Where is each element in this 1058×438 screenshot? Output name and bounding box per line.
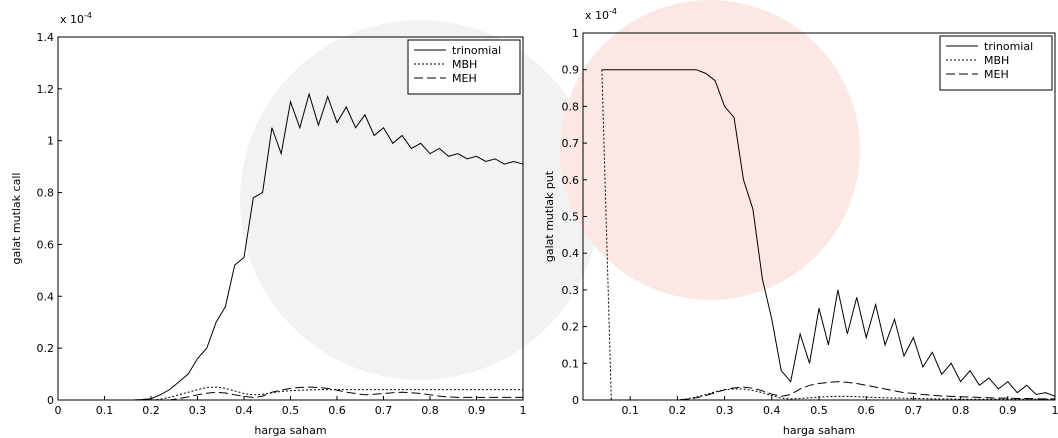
x-tick-label: 0.1 [96,404,114,417]
y-tick-label: 1.4 [37,31,55,44]
y-tick-label: 0.6 [37,238,55,251]
x-tick-label: 0.4 [763,404,781,417]
y-tick-label: 0.6 [562,174,580,187]
x-tick-label: 0.9 [468,404,486,417]
watermark [560,0,860,300]
series-line [601,381,1055,401]
y-tick-label: 1.2 [37,83,55,96]
y-axis-label: galat mutlak call [10,173,23,265]
x-tick-label: 0.7 [375,404,393,417]
y-tick-label: 0.4 [562,247,580,260]
x-tick-label: 1 [520,404,527,417]
legend-box [939,35,1053,91]
legend-label: trinomial [984,40,1033,53]
y-tick-label: 0.9 [562,64,580,77]
y-tick-label: 0.2 [562,321,580,334]
y-tick-label: 0.8 [562,100,580,113]
x-tick-label: 0.6 [328,404,346,417]
legend-label: MBH [984,54,1009,67]
x-tick-label: 0.4 [235,404,253,417]
exponent-label: x 10-4 [60,11,92,26]
series-line [601,69,1056,397]
x-tick-label: 0.5 [810,404,828,417]
y-tick-label: 0.5 [562,211,580,224]
x-tick-label: 0.3 [189,404,207,417]
exponent-label: x 10-4 [585,7,617,22]
watermark [240,20,600,380]
y-tick-label: 0.7 [562,137,580,150]
legend-box [407,39,521,95]
x-axis-label: harga saham [783,424,855,437]
x-tick-label: 0.8 [421,404,439,417]
series-line [601,69,1055,401]
x-tick-label: 0.6 [857,404,875,417]
legend-label: MEH [984,68,1009,81]
y-axis-label: galat mutlak put [543,170,556,262]
series-line [76,386,523,401]
x-tick-label: 0.2 [669,404,687,417]
series-line [76,386,523,401]
x-tick-label: 0.1 [621,404,639,417]
y-tick-label: 0.2 [37,342,55,355]
x-tick-label: 0.3 [716,404,734,417]
y-tick-label: 0.1 [562,357,580,370]
exponent: -4 [84,11,92,20]
legend-label: MBH [452,58,477,71]
y-tick-label: 0.3 [562,284,580,297]
y-tick-label: 1 [572,27,579,40]
x-axis-label: harga saham [254,424,326,437]
x-tick-label: 0.5 [282,404,300,417]
x-tick-label: 0.8 [952,404,970,417]
x-tick-label: 0.2 [142,404,160,417]
exponent: -4 [609,7,617,16]
y-tick-label: 1 [47,135,54,148]
y-tick-label: 0 [572,394,579,407]
legend-label: trinomial [452,44,501,57]
y-tick-label: 0.8 [37,187,55,200]
x-tick-label: 1 [1052,404,1058,417]
x-tick-label: 0 [55,404,62,417]
series-line [76,92,524,401]
legend-label: MEH [452,72,477,85]
y-tick-label: 0 [47,394,54,407]
x-tick-label: 0.7 [905,404,923,417]
y-tick-label: 0.4 [37,290,55,303]
x-tick-label: 0.9 [999,404,1017,417]
